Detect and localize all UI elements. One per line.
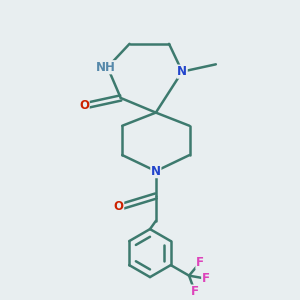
Text: F: F xyxy=(196,256,204,269)
Text: N: N xyxy=(151,165,161,178)
Text: O: O xyxy=(114,200,124,213)
Text: F: F xyxy=(191,285,199,298)
Text: NH: NH xyxy=(96,61,116,74)
Text: N: N xyxy=(177,65,187,78)
Text: O: O xyxy=(79,99,89,112)
Text: F: F xyxy=(202,272,210,285)
